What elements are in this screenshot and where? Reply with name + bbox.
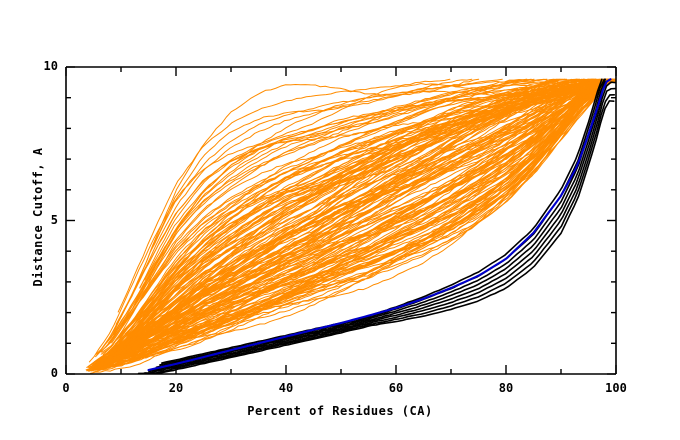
prediction-curve — [149, 78, 532, 253]
highlighted-model-curve — [147, 78, 612, 372]
prediction-curve — [100, 78, 607, 366]
clip-right — [617, 0, 680, 440]
prediction-curve — [102, 79, 614, 364]
prediction-curve — [103, 78, 615, 363]
prediction-curve — [113, 78, 615, 336]
prediction-curve — [100, 80, 612, 361]
best-model-curve — [148, 81, 617, 373]
best-model-curve — [142, 93, 616, 375]
clip-bottom — [0, 375, 680, 440]
prediction-curve — [118, 78, 580, 343]
prediction-curve — [110, 78, 582, 347]
clip-top — [0, 0, 680, 67]
prediction-curve — [106, 78, 593, 367]
best-model-curve — [143, 87, 617, 374]
prediction-curve — [94, 80, 616, 368]
x-tick-label: 20 — [168, 381, 184, 395]
prediction-curve — [100, 79, 612, 359]
prediction-curve — [107, 78, 535, 344]
clip-left — [0, 0, 66, 440]
prediction-curve — [98, 81, 615, 366]
x-axis-label: Percent of Residues (CA) — [247, 404, 433, 418]
prediction-curve — [100, 78, 597, 365]
prediction-curve — [107, 78, 609, 363]
prediction-curve — [122, 78, 560, 343]
x-tick-label: 80 — [498, 381, 514, 395]
prediction-curve — [102, 78, 614, 356]
x-tick-label: 0 — [62, 381, 70, 395]
prediction-curve — [96, 80, 613, 370]
prediction-curve — [90, 78, 612, 368]
prediction-curve — [101, 78, 558, 361]
prediction-curve — [113, 78, 580, 352]
prediction-curve — [94, 78, 611, 371]
best-model-curve — [151, 78, 611, 371]
prediction-curve — [109, 80, 616, 359]
prediction-curve — [87, 78, 613, 371]
prediction-curve — [98, 78, 610, 370]
prediction-curve — [128, 78, 610, 335]
x-tick-label: 40 — [278, 381, 294, 395]
prediction-curve — [121, 79, 613, 350]
prediction-curve — [105, 78, 548, 344]
prediction-curve — [112, 78, 555, 339]
y-tick-label: 0 — [50, 366, 58, 380]
prediction-curve — [94, 78, 610, 366]
highlighted-model-curve — [147, 78, 612, 372]
best-model-curve — [137, 100, 615, 375]
prediction-curve — [97, 78, 609, 366]
y-tick-label: 5 — [50, 212, 58, 227]
prediction-curve — [119, 78, 473, 319]
y-tick-label: 10 — [43, 59, 58, 73]
prediction-curve — [94, 80, 616, 366]
prediction-curve — [92, 78, 614, 370]
prediction-curve — [93, 78, 609, 373]
prediction-curve — [108, 78, 545, 340]
prediction-curve — [111, 80, 613, 351]
prediction-curve — [115, 79, 612, 355]
prediction-curve — [105, 78, 578, 361]
x-tick-label: 60 — [388, 381, 404, 395]
x-tick-label: 100 — [605, 381, 627, 395]
prediction-curves-layer — [85, 78, 617, 374]
prediction-curve — [117, 78, 451, 313]
